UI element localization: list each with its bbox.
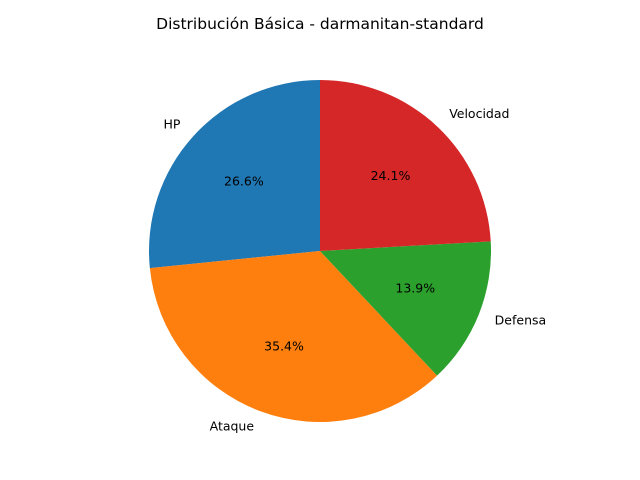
- pie-slice-velocidad: [320, 79, 491, 251]
- slice-percent-hp: 26.6%: [224, 174, 264, 189]
- slice-label-hp: HP: [164, 116, 181, 131]
- slice-percent-defensa: 13.9%: [395, 281, 435, 296]
- pie-labels: HP 26.6% Ataque 35.4% Defensa 13.9% Velocidad 2…: [164, 106, 547, 434]
- slice-percent-velocidad: 24.1%: [371, 168, 411, 183]
- slice-label-ataque: Ataque: [210, 419, 255, 434]
- pie-slice-hp: [149, 80, 320, 269]
- slice-label-defensa: Defensa: [495, 312, 547, 327]
- pie-slices: [149, 79, 491, 422]
- slice-percent-ataque: 35.4%: [264, 339, 304, 354]
- slice-label-velocidad: Velocidad: [449, 106, 509, 121]
- pie-slice-ataque: [149, 251, 438, 422]
- pie-slice-defensa: [320, 241, 491, 376]
- chart-title: Distribución Básica - darmanitan-standar…: [156, 15, 484, 33]
